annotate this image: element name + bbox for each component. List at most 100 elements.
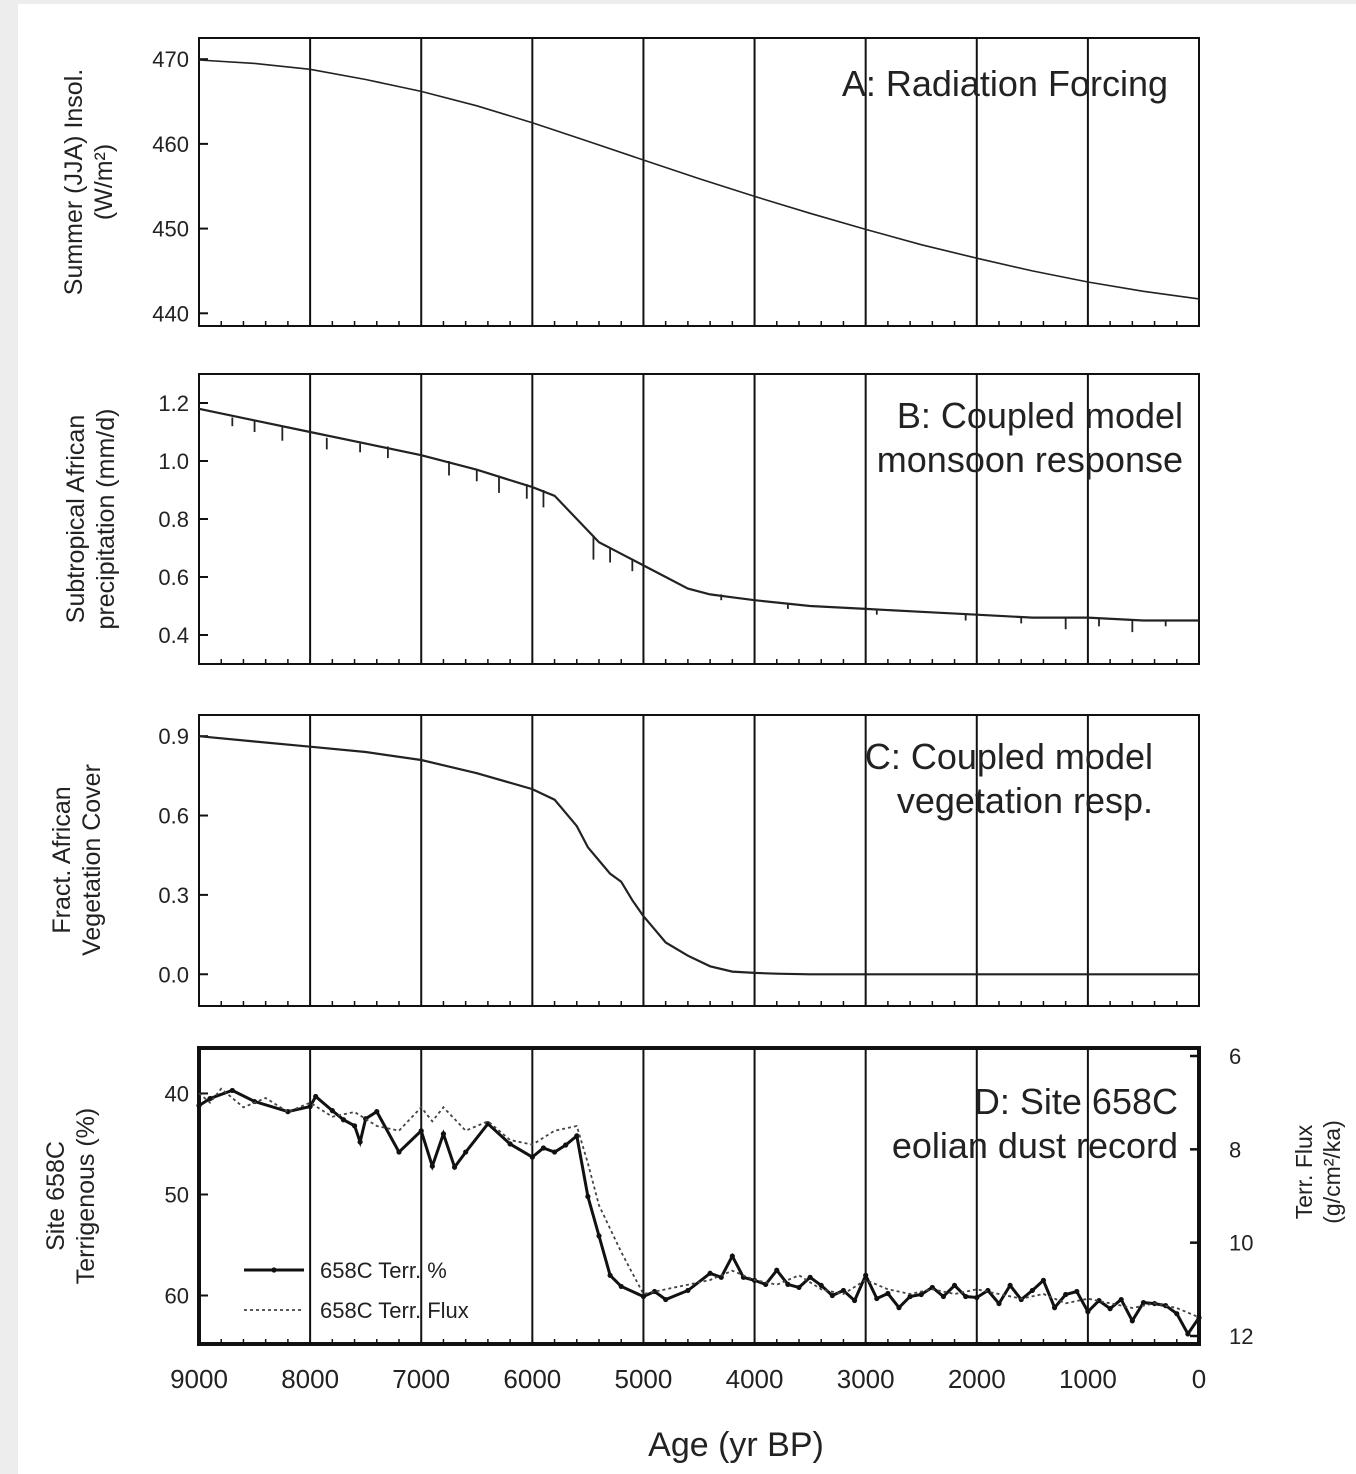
series-terr-percent-point xyxy=(851,1297,858,1304)
x-tick-label: 3000 xyxy=(837,1364,895,1394)
series-terr-percent-point xyxy=(1129,1318,1135,1324)
y-axis-label: Site 658C xyxy=(42,1141,70,1251)
series-terr-percent-point xyxy=(1140,1299,1147,1306)
series-terr-percent-point xyxy=(1029,1287,1035,1294)
series-terr-percent-point xyxy=(818,1282,824,1289)
series-line xyxy=(198,735,1199,976)
plot-frame xyxy=(198,37,1200,327)
y-tick-label: 0.8 xyxy=(158,507,189,532)
series-terr-percent-point xyxy=(329,1108,335,1114)
y-tick-label: 50 xyxy=(165,1182,189,1207)
x-tick-label: 1000 xyxy=(1059,1364,1117,1394)
series-terr-percent-point xyxy=(207,1095,213,1102)
y-axis-label: (W/m²) xyxy=(90,144,118,220)
panel-title-line: C: Coupled model xyxy=(865,736,1153,777)
x-axis-label: Age (yr BP) xyxy=(648,1426,824,1464)
legend-swatch-marker xyxy=(271,1267,277,1273)
series-terr-percent-point xyxy=(640,1293,647,1300)
series-terr-percent-point xyxy=(1085,1309,1091,1315)
x-tick-label: 8000 xyxy=(281,1364,339,1394)
series-terr-percent-point xyxy=(374,1109,380,1115)
series-terr-percent-point xyxy=(829,1292,835,1299)
panel-c: 0.0 0.3 0.6 0.9 Fract. African Vegetation Cov… xyxy=(48,714,1200,1007)
series-terr-percent-point xyxy=(307,1103,313,1110)
series-terr-percent-point xyxy=(618,1283,624,1290)
series-terr-percent-point xyxy=(785,1281,791,1287)
series-terr-percent-point xyxy=(1174,1311,1180,1317)
y-axis-label: Summer (JJA) Insol. xyxy=(60,69,88,295)
series-terr-percent-point xyxy=(340,1117,347,1123)
series-terr-percent-point xyxy=(596,1233,602,1239)
series-terr-percent-point xyxy=(1063,1291,1069,1298)
series-terr-percent-point xyxy=(529,1154,535,1160)
series-terr-percent-point xyxy=(585,1193,591,1200)
series-terr-percent-point xyxy=(718,1274,724,1280)
y-tick-label: 60 xyxy=(165,1284,189,1309)
series-terr-percent-point xyxy=(451,1164,458,1170)
series-terr-percent-point xyxy=(863,1272,869,1278)
x-tick-label: 4000 xyxy=(726,1364,784,1394)
y-axis-label: Fract. African xyxy=(48,786,76,933)
series-terr-percent-point xyxy=(1051,1305,1058,1311)
y-tick-label: 460 xyxy=(152,132,189,157)
panel-title-line: monsoon response xyxy=(877,439,1183,480)
plot-frame xyxy=(197,1046,1201,1346)
series-terr-percent-point xyxy=(1118,1296,1124,1303)
y-tick-label: 0.9 xyxy=(158,724,189,749)
series-terr-percent-point xyxy=(940,1293,947,1300)
series-terr-percent-point xyxy=(551,1149,558,1155)
series-terr-percent-point xyxy=(313,1093,319,1100)
y-tick-label: 40 xyxy=(165,1081,189,1106)
series-terr-percent-point xyxy=(540,1145,547,1151)
y-right-axis-label: Terr. Flux xyxy=(1291,1124,1317,1219)
series-terr-percent-point xyxy=(796,1284,802,1291)
series-terr-percent-point xyxy=(874,1295,880,1302)
x-tick-label: 0 xyxy=(1192,1364,1206,1394)
panel-title-line: eolian dust record xyxy=(892,1125,1178,1166)
y-right-axis-label: (g/cm²/ka) xyxy=(1319,1120,1345,1224)
legend-label-terr-flux: 658C Terr. Flux xyxy=(320,1298,469,1323)
y-tick-label: 0.4 xyxy=(158,623,189,648)
series-terr-percent-point xyxy=(196,1102,202,1109)
series-terr-percent-point xyxy=(885,1290,891,1297)
series-terr-percent-point xyxy=(1040,1277,1047,1283)
y-right-tick-label: 10 xyxy=(1229,1231,1253,1256)
y-tick-label: 440 xyxy=(152,301,189,326)
series-terr-percent-point xyxy=(1007,1282,1013,1289)
y-tick-label: 1.0 xyxy=(158,449,189,474)
series-terr-percent-point xyxy=(396,1149,402,1155)
panel-title-line: vegetation resp. xyxy=(897,780,1153,821)
series-terr-percent-point xyxy=(963,1293,969,1300)
series-terr-percent-point xyxy=(807,1274,813,1280)
y-tick-label: 0.6 xyxy=(158,565,189,590)
series-terr-percent-point xyxy=(974,1294,980,1301)
figure-svg: 440 450 460 470 Summer (JJA) Insol. (W/m²) A: … xyxy=(42,37,1345,1464)
y-tick-label: 0.3 xyxy=(158,883,189,908)
panel-title: A: Radiation Forcing xyxy=(842,63,1168,104)
x-tick-label: 6000 xyxy=(503,1364,561,1394)
series-terr-flux xyxy=(198,1087,1200,1319)
series-terr-percent-point xyxy=(996,1300,1002,1307)
series-terr-percent-point xyxy=(429,1163,435,1169)
series-terr-percent-point xyxy=(1107,1306,1113,1312)
series-terr-percent-point xyxy=(1096,1297,1102,1304)
panel-title-line: B: Coupled model xyxy=(897,395,1183,436)
series-terr-percent-point xyxy=(685,1287,691,1294)
y-axis-label: Subtropical African xyxy=(62,415,90,623)
y-right-tick-label: 12 xyxy=(1229,1324,1253,1349)
y-tick-label: 0.6 xyxy=(158,804,189,829)
x-tick-label: 2000 xyxy=(948,1364,1006,1394)
series-terr-percent-point xyxy=(418,1128,424,1134)
series-terr-percent-point xyxy=(663,1296,669,1303)
series-terr-percent-point xyxy=(918,1291,924,1298)
y-axis-label: Terrigenous (%) xyxy=(72,1108,100,1284)
series-terr-percent-point xyxy=(840,1287,847,1294)
series-terr-percent-point xyxy=(440,1131,447,1137)
series-terr-percent-point xyxy=(1074,1288,1080,1295)
y-right-tick-label: 8 xyxy=(1229,1137,1241,1162)
x-tick-label: 5000 xyxy=(615,1364,673,1394)
series-terr-percent-point xyxy=(1185,1331,1191,1337)
series-terr-percent-point xyxy=(951,1282,958,1289)
series-terr-percent-point xyxy=(907,1293,913,1300)
